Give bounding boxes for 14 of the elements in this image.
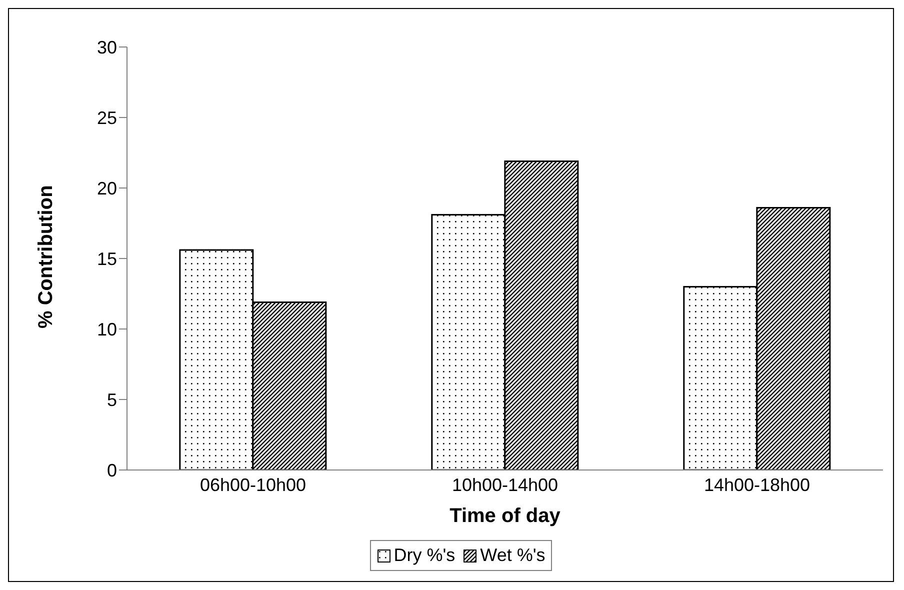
y-tick-label: 10	[96, 319, 117, 340]
x-axis-title: Time of day	[450, 505, 562, 527]
y-tick-label: 0	[106, 460, 117, 480]
legend-label: Wet %'s	[479, 545, 546, 566]
y-axis-title: % Contribution	[35, 185, 58, 328]
y-tick-label: 25	[96, 108, 117, 128]
x-tick-label: 14h00-18h00	[704, 474, 810, 495]
y-tick-label: 5	[106, 390, 117, 410]
y-tick-label: 15	[96, 248, 117, 269]
y-tick-label: 20	[96, 178, 117, 198]
legend-label: Dry %'s	[392, 545, 456, 566]
x-tick-label: 10h00-14h00	[452, 474, 558, 495]
y-tick-label: 30	[96, 37, 117, 58]
x-tick-label: 06h00-10h00	[200, 474, 306, 495]
